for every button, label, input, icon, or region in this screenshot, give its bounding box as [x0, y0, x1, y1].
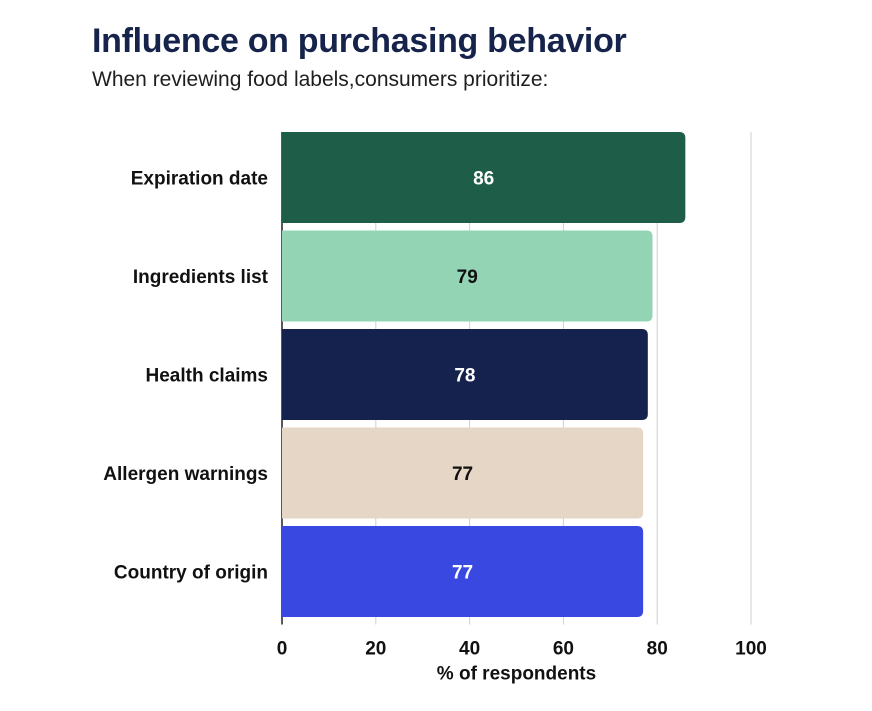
data-label: 77: [452, 464, 473, 485]
data-label: 77: [452, 563, 473, 584]
x-axis-title: % of respondents: [437, 664, 596, 685]
x-tick-label: 40: [459, 639, 480, 660]
bar-expiration-date: [282, 132, 686, 223]
category-label: Ingredients list: [133, 267, 269, 288]
x-tick-label: 60: [553, 639, 574, 660]
x-tick-label: 80: [647, 639, 668, 660]
chart-subtitle: When reviewing food labels,consumers pri…: [92, 68, 549, 91]
data-label: 79: [457, 267, 478, 288]
category-label: Country of origin: [114, 563, 268, 584]
chart-title: Influence on purchasing behavior: [92, 22, 627, 60]
bar-allergen-warnings: [282, 427, 644, 519]
category-label: Health claims: [146, 366, 269, 387]
x-tick-label: 0: [277, 639, 288, 660]
x-tick-label: 100: [735, 639, 767, 660]
category-label: Allergen warnings: [103, 464, 268, 485]
bar-ingredients-list: [282, 230, 653, 322]
category-label: Expiration date: [131, 169, 268, 190]
bar-health-claims: [282, 329, 648, 420]
data-label: 78: [454, 366, 475, 387]
x-tick-label: 20: [365, 639, 386, 660]
data-label: 86: [473, 169, 494, 190]
bar-country-of-origin: [282, 526, 644, 617]
